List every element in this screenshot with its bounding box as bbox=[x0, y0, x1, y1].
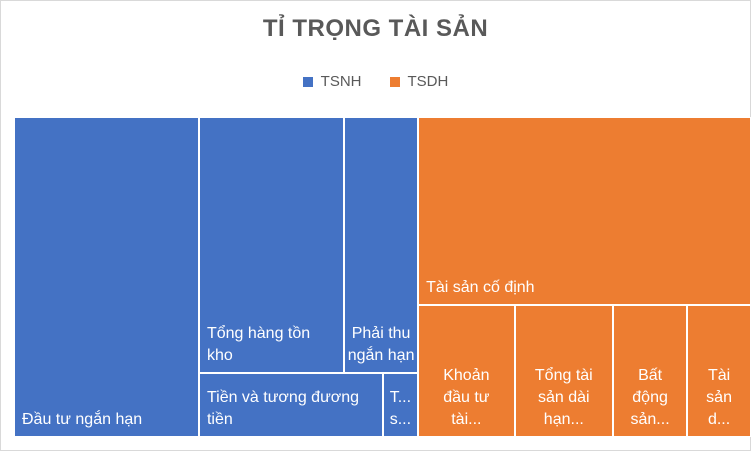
tile-tsnh-4: T... s... bbox=[382, 372, 419, 437]
tile-tsdh-4: Bất động sản... bbox=[612, 305, 688, 437]
tile-tsnh-1-label: Đầu tư ngắn hạn bbox=[22, 411, 143, 428]
tile-tsdh-3: Tổng tài sản dài hạn... bbox=[514, 305, 613, 437]
legend-label-tsnh: TSNH bbox=[320, 73, 362, 90]
tile-tsnh-3: Tiền và tương đương tiền bbox=[198, 372, 383, 437]
legend-item-tsdh: TSDH bbox=[389, 73, 449, 90]
tile-tsdh-2: Khoản đầu tư tài... bbox=[418, 305, 515, 437]
tile-tsdh-3-label: Tổng tài sản dài hạn... bbox=[534, 366, 593, 428]
chart-title: TỈ TRỌNG TÀI SẢN bbox=[262, 15, 489, 42]
tile-tsnh-5-label: Phải thu ngắn hạn bbox=[347, 324, 415, 364]
treemap-plot-area: Đầu tư ngắn hạn Tổng hàng tồn kho Phải thu… bbox=[14, 117, 751, 437]
tile-tsnh-4-label: T... s... bbox=[389, 388, 412, 428]
legend-swatch-tsnh bbox=[302, 76, 313, 87]
chart-legend: TSNH TSDH bbox=[1, 73, 750, 90]
tile-tsdh-5-label: Tài sản d... bbox=[706, 366, 732, 428]
legend-swatch-tsdh bbox=[389, 76, 400, 87]
tile-tsnh-1: Đầu tư ngắn hạn bbox=[14, 117, 199, 437]
tile-tsdh-1-label: Tài sản cố định bbox=[426, 279, 535, 297]
tile-tsnh-2-label: Tổng hàng tồn kho bbox=[206, 324, 311, 364]
tile-tsdh-1: Tài sản cố định bbox=[418, 117, 751, 306]
tile-tsnh-2: Tổng hàng tồn kho bbox=[198, 117, 345, 373]
tile-tsdh-4-label: Bất động sản... bbox=[630, 366, 670, 428]
legend-label-tsdh: TSDH bbox=[407, 73, 449, 90]
legend-item-tsnh: TSNH bbox=[302, 73, 362, 90]
tile-tsnh-5: Phải thu ngắn hạn bbox=[344, 117, 419, 373]
tile-tsdh-2-label: Khoản đầu tư tài... bbox=[443, 366, 490, 428]
tile-tsdh-5: Tài sản d... bbox=[687, 305, 751, 437]
tile-tsnh-3-label: Tiền và tương đương tiền bbox=[206, 388, 360, 428]
